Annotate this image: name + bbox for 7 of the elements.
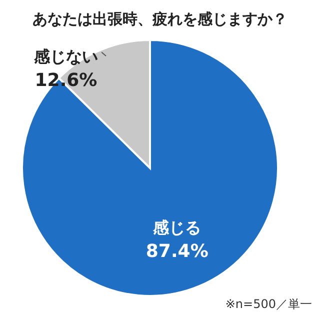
slice-label: 感じる	[152, 218, 202, 237]
slice-label: 感じない	[33, 47, 98, 66]
data-label: 87.4%	[146, 240, 208, 262]
data-label: 12.6%	[34, 70, 98, 91]
pie-slice	[21, 39, 279, 297]
text: ※n=500／単一	[225, 297, 312, 311]
chart-title: あなたは出張時、疲れを感じますか？	[32, 10, 288, 28]
